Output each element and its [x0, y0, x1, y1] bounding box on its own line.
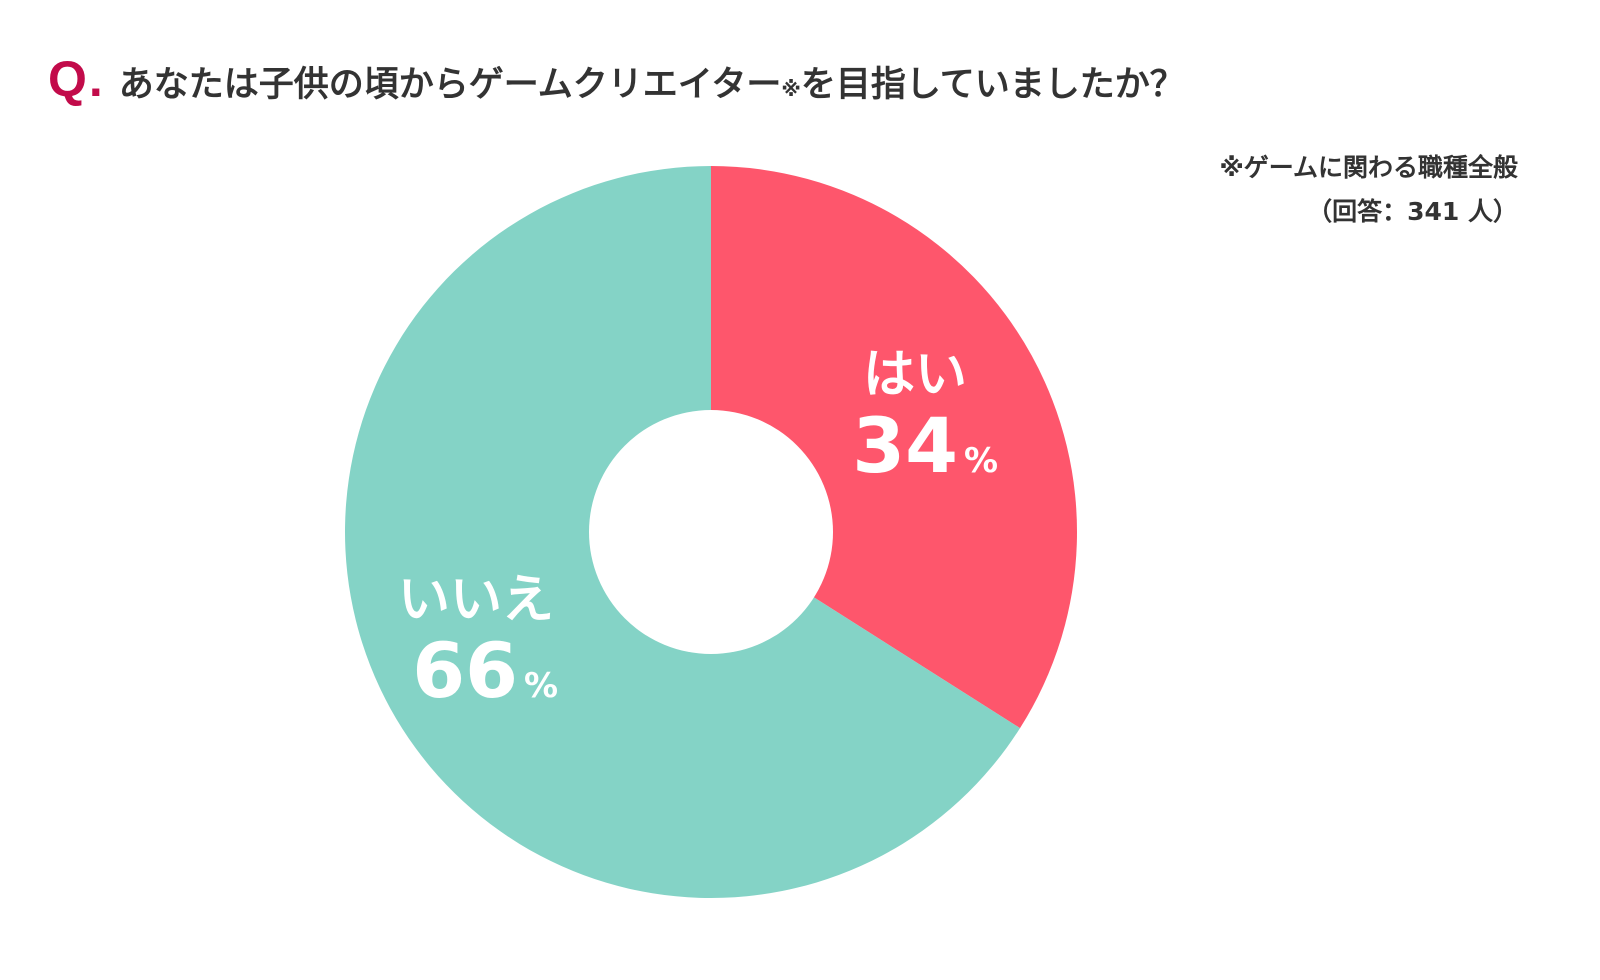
question-text-after: を目指していましたか？ [800, 65, 1185, 105]
slice-unit-no: % [524, 666, 558, 706]
question-heading: Q. あなたは子供の頃からゲームクリエイター ※ を目指していましたか？ [48, 50, 1185, 108]
slice-label-yes: はい [863, 345, 967, 405]
slice-value-no: 66 [412, 626, 518, 715]
question-marker: Q. [48, 51, 105, 107]
question-text: あなたは子供の頃からゲームクリエイター [118, 65, 782, 105]
note-respondents: （回答：341 人） [1307, 197, 1518, 226]
slice-label-no: いいえ [398, 570, 554, 630]
question-note-mark: ※ [781, 77, 801, 101]
slice-value-yes: 34 [852, 401, 958, 490]
chart-note: ※ゲームに関わる職種全般 （回答：341 人） [1219, 146, 1518, 234]
note-definition: ※ゲームに関わる職種全般 [1219, 153, 1518, 182]
donut-hole [589, 410, 833, 654]
slice-unit-yes: % [964, 441, 998, 481]
